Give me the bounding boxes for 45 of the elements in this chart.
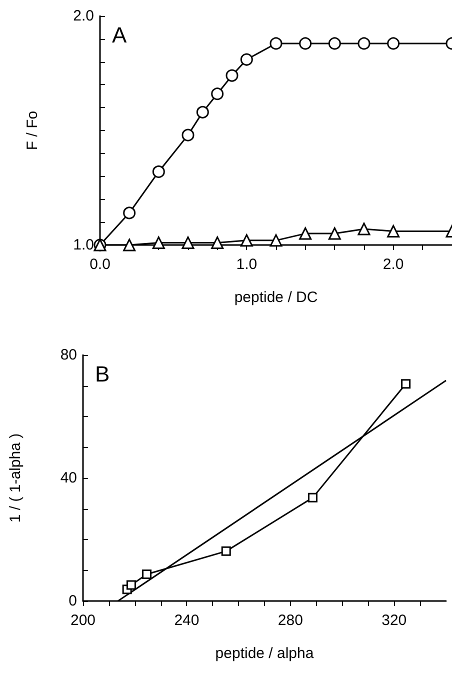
point [299,37,312,50]
point [126,580,136,590]
y-axis-title: 1 / ( 1-alpha ) [7,433,24,523]
x-axis-title: peptide / DC [234,289,318,306]
y-tick-label: 2.0 [73,8,94,24]
point [358,222,370,236]
x-tick-label: 0.0 [90,256,110,273]
x-tick-label: 1.0 [236,256,258,273]
y-tick-label: 0 [68,592,77,610]
point [226,69,238,82]
point [328,227,341,240]
point [142,569,152,579]
point [240,53,253,66]
point [211,236,224,249]
point [401,379,411,389]
point [387,37,400,50]
point [221,546,231,556]
point [196,106,209,118]
point [270,37,282,50]
point [299,227,312,240]
y-tick-label: 40 [60,470,77,486]
point [328,37,341,50]
x-tick-label: 2.0 [382,256,404,273]
x-tick-label: 240 [174,612,200,629]
point [240,234,253,247]
point [308,492,318,502]
point [270,234,282,247]
point [123,238,136,252]
point [123,206,136,220]
point [358,37,370,50]
x-tick-label: 200 [70,612,96,629]
point [211,88,224,100]
x-tick-label: 320 [382,612,407,629]
point [152,236,165,249]
y-axis-title: F / Fo [24,110,41,150]
annotation: A [112,22,127,48]
x-tick-label: 280 [278,612,303,629]
y-tick-label: 1.0 [73,236,94,254]
point [387,225,400,238]
point [152,165,165,178]
x-axis-title: peptide / alpha [215,645,314,662]
y-tick-label: 80 [60,346,77,364]
point [182,236,194,249]
point [182,128,194,142]
annotation: B [95,362,110,386]
